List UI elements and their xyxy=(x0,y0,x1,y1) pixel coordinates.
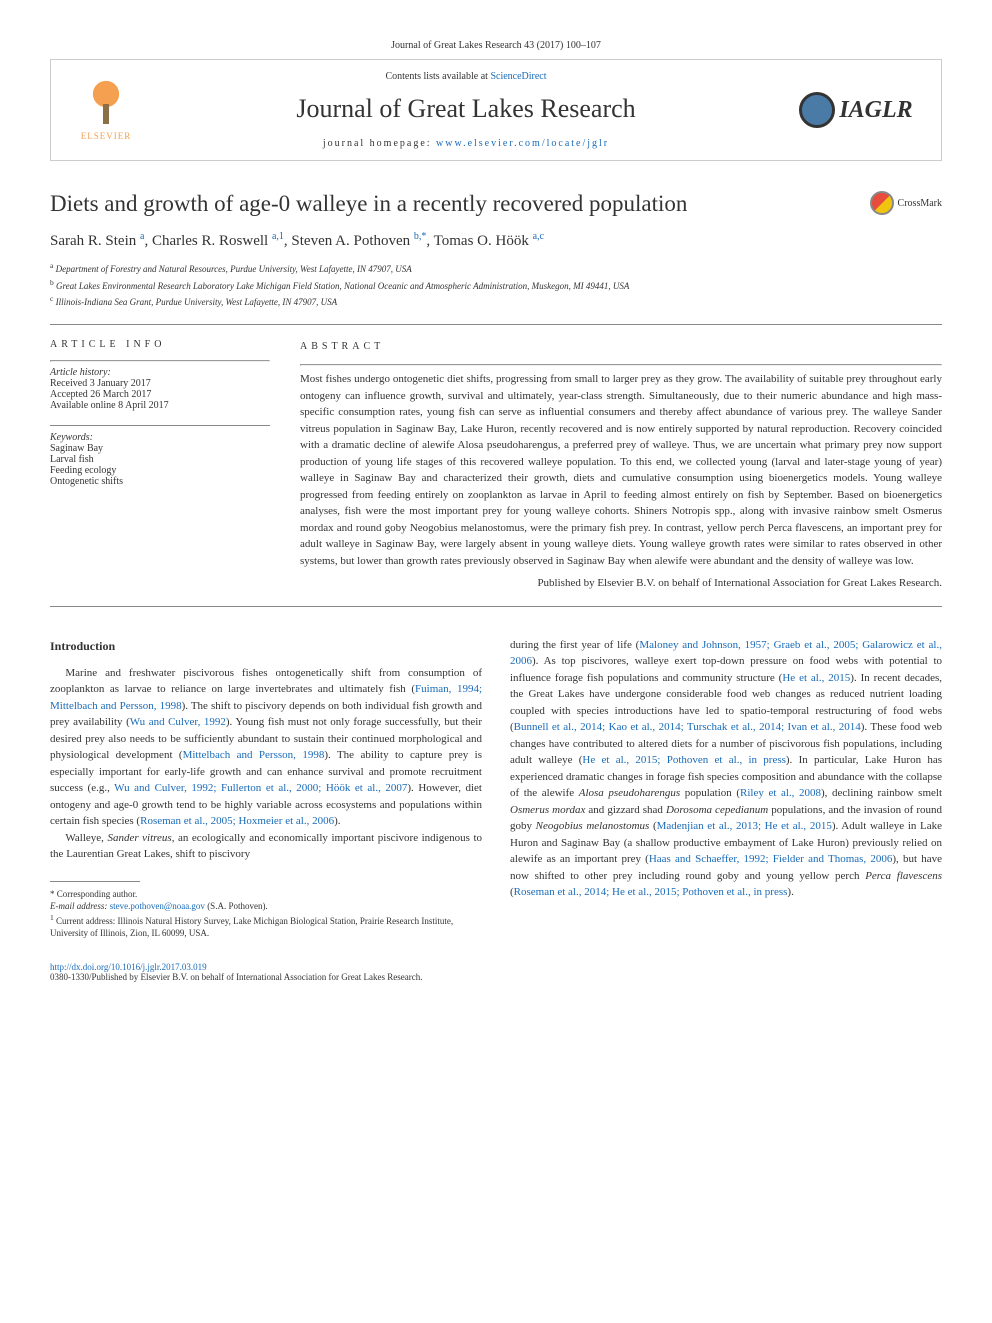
iaglr-globe-icon xyxy=(799,92,835,128)
history-label: Article history: xyxy=(50,367,270,378)
footnote-1-text: Current address: Illinois Natural Histor… xyxy=(50,916,453,939)
homepage-link[interactable]: www.elsevier.com/locate/jglr xyxy=(436,138,609,149)
iaglr-label: IAGLR xyxy=(839,97,912,124)
keyword: Larval fish xyxy=(50,454,270,465)
elsevier-label: ELSEVIER xyxy=(81,131,132,141)
article-info: article info Article history: Received 3… xyxy=(50,339,270,592)
affiliations: a Department of Forestry and Natural Res… xyxy=(50,260,942,310)
history-item: Available online 8 April 2017 xyxy=(50,400,270,411)
email-line: E-mail address: steve.pothoven@noaa.gov … xyxy=(50,900,482,913)
corresponding-author: * Corresponding author. xyxy=(50,888,482,901)
body-paragraph: Marine and freshwater piscivorous fishes… xyxy=(50,665,482,830)
footnote-1: 1 Current address: Illinois Natural Hist… xyxy=(50,913,482,940)
keyword: Ontogenetic shifts xyxy=(50,476,270,487)
journal-name: Journal of Great Lakes Research xyxy=(146,94,786,124)
header-center: Contents lists available at ScienceDirec… xyxy=(146,71,786,149)
authors: Sarah R. Stein a, Charles R. Roswell a,1… xyxy=(50,231,942,250)
article-history: Article history: Received 3 January 2017… xyxy=(50,367,270,411)
copyright-line: 0380-1330/Published by Elsevier B.V. on … xyxy=(50,972,423,982)
keywords-label: Keywords: xyxy=(50,432,270,443)
homepage-prefix: journal homepage: xyxy=(323,138,436,149)
iaglr-logo: IAGLR xyxy=(786,70,926,150)
footnote-rule xyxy=(50,881,140,882)
crossmark-icon xyxy=(870,191,894,215)
keyword: Feeding ecology xyxy=(50,465,270,476)
title-row: Diets and growth of age-0 walleye in a r… xyxy=(50,191,942,217)
abstract-heading: abstract xyxy=(300,339,942,354)
footnote-1-sup: 1 xyxy=(50,913,54,922)
elsevier-logo: ELSEVIER xyxy=(66,70,146,150)
abstract-text: Most fishes undergo ontogenetic diet shi… xyxy=(300,371,942,569)
body-paragraph: Walleye, Sander vitreus, an ecologically… xyxy=(50,830,482,863)
body-paragraph: during the first year of life (Maloney a… xyxy=(510,637,942,901)
email-attr: (S.A. Pothoven). xyxy=(205,901,268,911)
elsevier-tree-icon xyxy=(81,79,131,129)
history-item: Received 3 January 2017 xyxy=(50,378,270,389)
right-column: during the first year of life (Maloney a… xyxy=(510,637,942,940)
footnotes: * Corresponding author. E-mail address: … xyxy=(50,888,482,940)
info-abstract-row: article info Article history: Received 3… xyxy=(50,324,942,607)
crossmark-badge[interactable]: CrossMark xyxy=(870,191,942,215)
doi-link[interactable]: http://dx.doi.org/10.1016/j.jglr.2017.03… xyxy=(50,962,207,972)
body-columns: Introduction Marine and freshwater pisci… xyxy=(50,637,942,940)
contents-prefix: Contents lists available at xyxy=(385,71,490,82)
sciencedirect-link[interactable]: ScienceDirect xyxy=(490,71,546,82)
crossmark-label: CrossMark xyxy=(898,198,942,209)
top-citation: Journal of Great Lakes Research 43 (2017… xyxy=(50,40,942,51)
left-column: Introduction Marine and freshwater pisci… xyxy=(50,637,482,940)
history-item: Accepted 26 March 2017 xyxy=(50,389,270,400)
email-label: E-mail address: xyxy=(50,901,107,911)
article-info-heading: article info xyxy=(50,339,270,350)
email-link[interactable]: steve.pothoven@noaa.gov xyxy=(110,901,205,911)
abstract-credit: Published by Elsevier B.V. on behalf of … xyxy=(300,575,942,592)
keywords-block: Keywords: Saginaw Bay Larval fish Feedin… xyxy=(50,425,270,487)
page-footer: http://dx.doi.org/10.1016/j.jglr.2017.03… xyxy=(50,962,942,982)
homepage-line: journal homepage: www.elsevier.com/locat… xyxy=(146,138,786,149)
contents-line: Contents lists available at ScienceDirec… xyxy=(146,71,786,82)
journal-header: ELSEVIER Contents lists available at Sci… xyxy=(50,59,942,161)
keyword: Saginaw Bay xyxy=(50,443,270,454)
article-title: Diets and growth of age-0 walleye in a r… xyxy=(50,191,870,217)
introduction-heading: Introduction xyxy=(50,637,482,655)
abstract: abstract Most fishes undergo ontogenetic… xyxy=(300,339,942,592)
